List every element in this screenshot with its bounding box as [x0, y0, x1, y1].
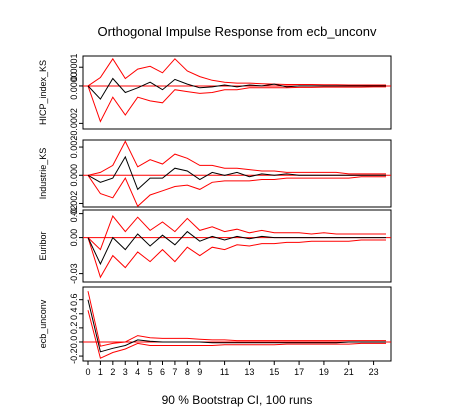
x-tick-label: 9: [197, 367, 202, 377]
y-tick-label: 0.6: [69, 293, 79, 306]
y-tick-label: 0.0001: [69, 53, 79, 81]
chart-title: Orthogonal Impulse Response from ecb_unc…: [98, 24, 377, 39]
ci-lower-line: [87, 237, 386, 279]
y-tick-label: 0.000: [69, 164, 79, 187]
ci-lower-line: [87, 310, 386, 359]
x-tick-label: 13: [244, 367, 254, 377]
x-tick-label: 3: [123, 367, 128, 377]
y-tick-label: 0.0: [69, 336, 79, 349]
y-axis-label: HICP_index_KS: [38, 60, 48, 125]
y-tick-label: 0.00: [69, 229, 79, 247]
x-tick-label: 21: [344, 367, 354, 377]
y-tick-label: 0.02: [69, 205, 79, 223]
x-tick-label: 0: [85, 367, 90, 377]
panel-frame: [82, 209, 392, 283]
y-tick-label: 0.2: [69, 322, 79, 335]
y-axis-label: ecb_unconv: [38, 299, 48, 348]
panels-group: 0.00010.0000-0.0002HICP_index_KS0.0020.0…: [38, 53, 392, 364]
ci-upper-line: [87, 140, 386, 176]
x-tick-label: 5: [148, 367, 153, 377]
ci-upper-line: [87, 214, 386, 251]
panel-frame: [82, 286, 392, 362]
ci-upper-line: [87, 57, 386, 87]
x-tick-label: 17: [294, 367, 304, 377]
x-tick-label: 4: [135, 367, 140, 377]
x-axis-caption: 90 % Bootstrap CI, 100 runs: [162, 393, 313, 407]
irf-line: [87, 77, 386, 100]
irf-line: [87, 299, 386, 353]
y-tick-label: 0.4: [69, 308, 79, 321]
ci-lower-line: [87, 85, 386, 123]
y-axis-label: Industrie_KS: [38, 148, 48, 200]
x-axis: 0 1 2 3 4 5 6 7 8 9 11 13 15 17 19 21 23: [85, 361, 379, 377]
irf-line: [87, 230, 386, 266]
irf-line: [87, 155, 386, 191]
ci-upper-line: [87, 291, 386, 347]
y-axis-label: Euribor: [38, 231, 48, 260]
x-tick-label: 11: [220, 367, 229, 377]
x-tick-label: 8: [185, 367, 190, 377]
x-tick-label: 19: [319, 367, 329, 377]
panel-frame: [82, 55, 392, 130]
x-tick-label: 15: [269, 367, 279, 377]
x-tick-label: 2: [110, 367, 115, 377]
y-tick-label: -0.002: [69, 191, 79, 217]
x-tick-label: 7: [172, 367, 177, 377]
panel-3: 0.6 0.40.20.0-0.2 ecb_unconv: [38, 286, 392, 364]
x-tick-label: 6: [160, 367, 165, 377]
y-tick-label: 0.0000: [69, 72, 79, 100]
y-tick-label: 0.002: [69, 136, 79, 159]
panel-1: 0.002 0.000 -0.002 Industrie_KS: [38, 136, 392, 217]
panel-2: 0.02 0.00 -0.03 Euribor: [38, 205, 392, 284]
y-tick-label: -0.03: [69, 263, 79, 284]
panel-frame: [82, 139, 392, 208]
y-tick-label: -0.0002: [69, 108, 79, 139]
ci-lower-line: [87, 175, 386, 208]
x-tick-label: 23: [369, 367, 379, 377]
x-tick-label: 1: [98, 367, 103, 377]
y-tick-label: -0.2: [69, 348, 79, 364]
